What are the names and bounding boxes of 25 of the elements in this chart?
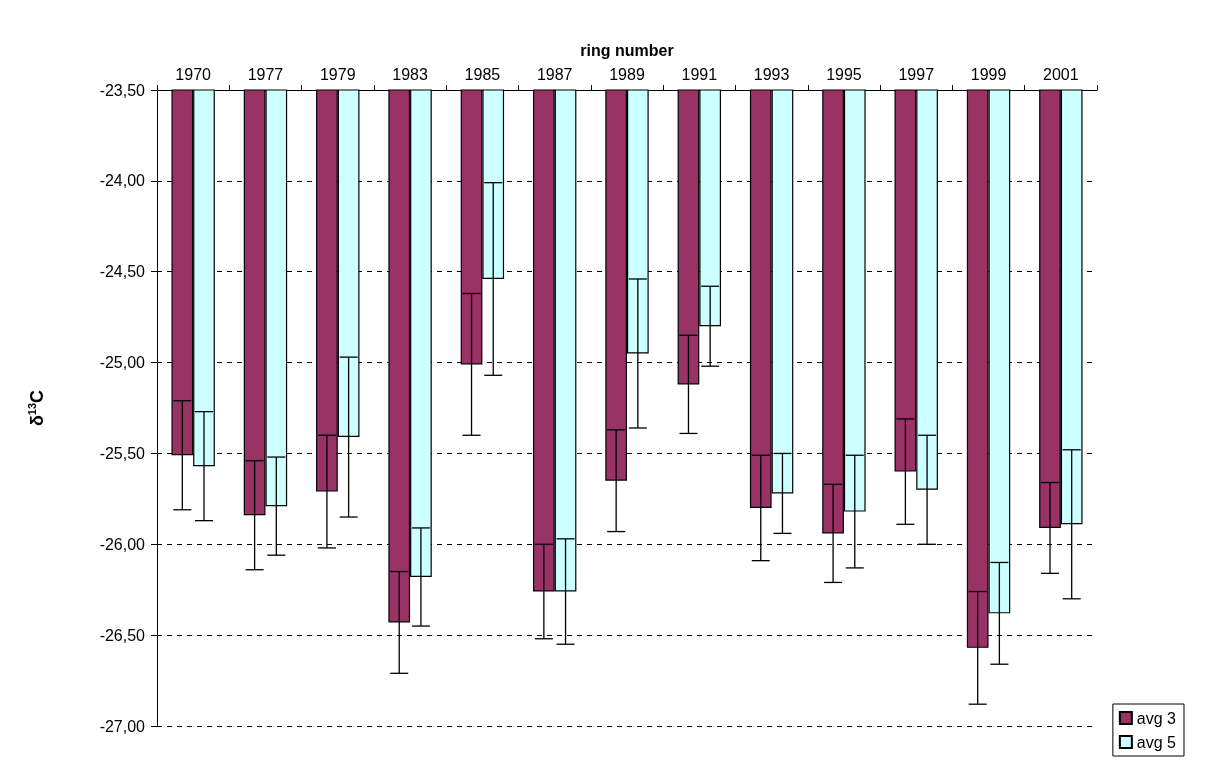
x-tick-label: 1987 <box>536 65 573 83</box>
x-tick-label: 1997 <box>898 65 935 83</box>
x-tick-label: 1993 <box>753 65 790 83</box>
y-tick-label: -26,50 <box>99 626 146 644</box>
legend-label: avg 3 <box>1136 709 1177 727</box>
y-tick-label: -24,50 <box>99 263 146 281</box>
y-tick-label: -25,00 <box>99 354 146 372</box>
x-tick-label: 1999 <box>970 65 1007 83</box>
y-tick-label: -24,00 <box>99 172 146 190</box>
x-axis-title: ring number <box>580 41 674 59</box>
legend-label: avg 5 <box>1136 733 1177 751</box>
x-tick-label: 1970 <box>175 65 212 83</box>
y-axis-title: δ13C <box>25 389 47 427</box>
y-tick-label: -25,50 <box>99 444 146 462</box>
x-tick-label: 1983 <box>392 65 428 83</box>
x-tick-label: 1985 <box>464 65 501 83</box>
y-tick-label: -27,00 <box>99 717 146 735</box>
x-tick-label: 1995 <box>826 65 862 83</box>
y-tick-label: -23,50 <box>99 81 146 99</box>
y-tick-label: -26,00 <box>99 535 146 553</box>
x-tick-label: 1991 <box>681 65 718 83</box>
x-tick-label: 1977 <box>247 65 284 83</box>
x-tick-label: 1979 <box>319 65 356 83</box>
x-tick-label: 2001 <box>1043 65 1079 83</box>
x-tick-label: 1989 <box>609 65 645 83</box>
